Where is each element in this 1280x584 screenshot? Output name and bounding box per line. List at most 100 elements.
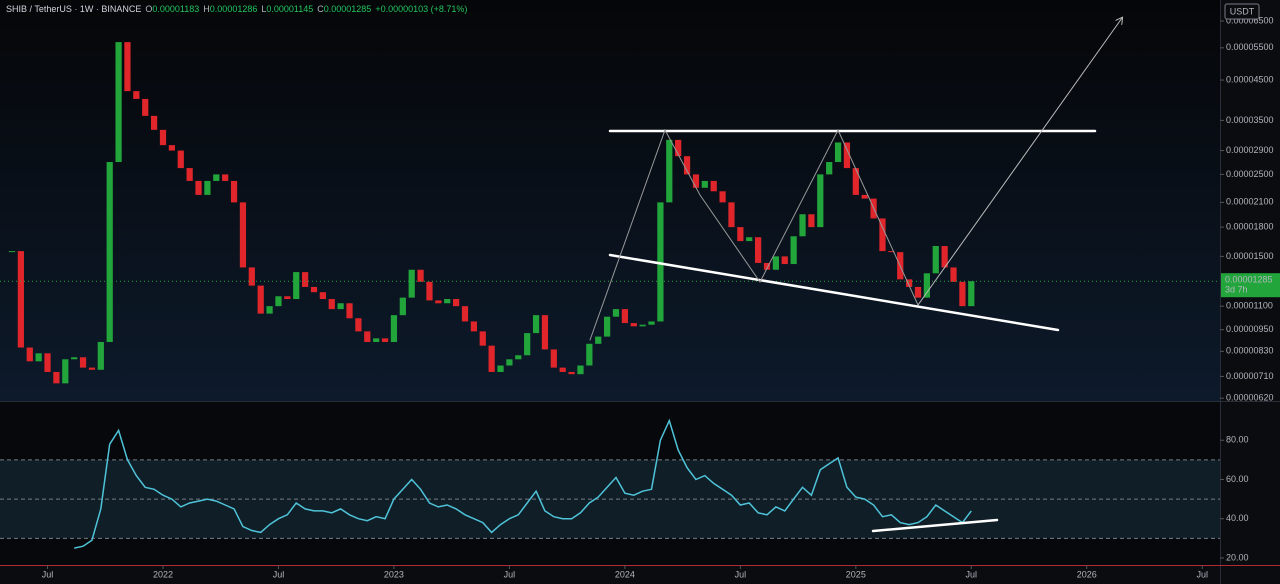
y-tick-label: 0.00001100 [1226, 301, 1273, 311]
candle [692, 174, 700, 188]
candle [355, 318, 362, 332]
y-tick-label: 0.00001500 [1226, 251, 1274, 261]
y-tick-label: 80.00 [1226, 435, 1249, 445]
price-pane [0, 0, 1220, 401]
candle [213, 174, 220, 181]
candle [799, 214, 806, 237]
candle [763, 262, 771, 270]
candle [195, 180, 202, 195]
candle [888, 251, 895, 253]
rsi-line [74, 418, 972, 549]
candle [541, 315, 549, 350]
candle [426, 281, 433, 301]
y-tick-label: 0.00000830 [1226, 346, 1274, 356]
candle [115, 42, 122, 163]
y-tick-label: 0.00005500 [1226, 42, 1274, 52]
candle [524, 333, 531, 356]
candle [826, 162, 833, 175]
candle [390, 315, 398, 342]
candle [932, 246, 939, 274]
candle [772, 256, 779, 270]
x-tick-label: Jul [504, 569, 516, 579]
candle [941, 246, 948, 268]
drawings [589, 18, 1122, 533]
candle [328, 299, 335, 310]
y-tick-label: 0.00000710 [1226, 371, 1274, 381]
ohlc-key: O [145, 4, 152, 14]
candle [453, 299, 460, 307]
candle [577, 365, 584, 375]
currency-button[interactable] [1224, 3, 1260, 20]
x-tick-label: Jul [273, 569, 285, 579]
x-tick-label: 2024 [615, 569, 635, 579]
candle [408, 269, 415, 298]
candle [648, 321, 655, 325]
candle [950, 267, 957, 282]
currency-label: USDT [1230, 6, 1255, 16]
candle [159, 129, 167, 146]
candle [479, 331, 486, 346]
candle [755, 237, 762, 263]
candle [612, 309, 620, 317]
candle [151, 115, 158, 130]
candle [719, 191, 726, 203]
candle [621, 309, 628, 324]
candle [959, 281, 966, 307]
y-tick-label: 0.00004500 [1226, 74, 1274, 84]
candle [26, 347, 33, 362]
candle [381, 338, 389, 342]
candle [266, 306, 273, 314]
candle [515, 355, 522, 360]
countdown-label: 3d 7h [1225, 285, 1248, 295]
candle [746, 237, 753, 242]
candle [168, 145, 175, 151]
candle [586, 343, 593, 366]
x-tick-label: 2025 [846, 569, 866, 579]
candle [506, 359, 513, 366]
y-tick-label: 40.00 [1226, 513, 1249, 523]
ohlc-value: 0.00001286 [210, 4, 258, 14]
y-tick-label: 0.00002100 [1226, 197, 1274, 207]
y-tick-label: 0.00003500 [1226, 115, 1274, 125]
candle [461, 306, 469, 322]
candle [914, 286, 922, 298]
candle [53, 371, 60, 384]
ohlc-key: H [203, 4, 210, 14]
candle [230, 180, 238, 203]
candle [79, 357, 87, 368]
y-tick-label: 0.00006500 [1226, 15, 1274, 25]
x-tick-label: 2022 [153, 569, 173, 579]
candle [906, 279, 913, 287]
candle [346, 303, 353, 319]
candle [790, 236, 797, 265]
candle [417, 269, 424, 282]
candle [319, 292, 326, 300]
candle [275, 296, 282, 307]
ohlc-value: 0.00001145 [266, 4, 313, 14]
candle [88, 367, 96, 370]
candle [470, 321, 477, 332]
target-arrow [917, 18, 1122, 306]
candle [222, 174, 229, 181]
candle [488, 345, 495, 372]
candle [373, 338, 380, 342]
candle [701, 180, 708, 188]
x-tick-label: Jul [735, 569, 747, 579]
candle [284, 296, 291, 300]
x-tick-label: Jul [42, 569, 54, 579]
candle [861, 194, 868, 199]
last-price-label: 0.00001285 [1225, 275, 1273, 285]
candle [399, 297, 406, 316]
y-tick-label: 20.00 [1226, 552, 1249, 562]
y-tick-label: 0.00000950 [1226, 324, 1274, 334]
candle [142, 98, 149, 116]
candle [444, 299, 451, 304]
candle [133, 91, 140, 99]
candle [293, 272, 300, 300]
candle [710, 180, 717, 192]
candle [781, 256, 788, 265]
candle [17, 251, 24, 348]
candle [106, 162, 113, 342]
candle [559, 367, 566, 372]
candle [310, 286, 318, 293]
